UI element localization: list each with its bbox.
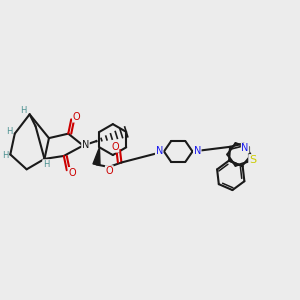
Text: N: N <box>194 146 201 157</box>
Text: H: H <box>20 106 26 115</box>
Text: O: O <box>106 166 113 176</box>
Polygon shape <box>93 147 100 165</box>
Text: N: N <box>155 146 163 157</box>
Text: N: N <box>82 140 89 150</box>
Text: S: S <box>249 155 256 165</box>
Text: O: O <box>73 112 80 122</box>
Text: H: H <box>43 160 49 169</box>
Text: O: O <box>68 168 76 178</box>
Text: H: H <box>6 127 13 136</box>
Text: H: H <box>2 152 8 160</box>
Text: O: O <box>111 142 119 152</box>
Text: N: N <box>242 143 249 153</box>
